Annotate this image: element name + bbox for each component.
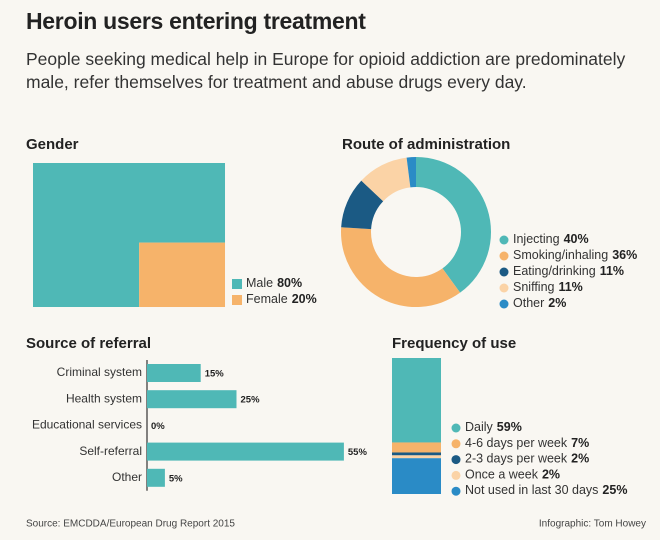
legend-swatch	[499, 283, 509, 293]
legend-value: 11%	[600, 264, 624, 278]
legend-label: Eating/drinking	[513, 264, 596, 278]
legend-value: 25%	[602, 483, 627, 497]
donut-segment	[341, 227, 461, 307]
category-label: Other	[112, 470, 142, 484]
legend-entry: Eating/drinking 11%	[513, 264, 624, 278]
value-label: 0%	[151, 421, 165, 432]
source: Source: EMCDDA/European Drug Report 2015	[26, 519, 235, 530]
panel-title: Gender	[26, 136, 79, 153]
legend-label: 4-6 days per week	[465, 436, 568, 450]
legend-swatch	[499, 267, 509, 277]
legend-value: 36%	[612, 248, 637, 262]
legend-entry: Other 2%	[513, 296, 566, 310]
legend-swatch	[451, 439, 461, 449]
area-block	[139, 242, 226, 308]
legend-swatch	[451, 455, 461, 465]
legend-entry: Daily 59%	[465, 420, 522, 434]
legend-value: 11%	[558, 280, 582, 294]
legend-swatch	[232, 295, 243, 305]
legend-label: Daily	[465, 420, 494, 434]
legend-swatch	[451, 423, 461, 433]
panel-title: Frequency of use	[392, 335, 516, 352]
legend-value: 20%	[292, 292, 317, 306]
category-label: Educational services	[32, 418, 142, 432]
legend-label: Female	[246, 292, 288, 306]
legend-entry: Not used in last 30 days 25%	[465, 483, 627, 497]
bar	[147, 442, 344, 461]
donut-segment	[416, 157, 491, 293]
legend-value: 7%	[571, 436, 589, 450]
column-segment	[392, 452, 441, 456]
legend-entry: 2-3 days per week 2%	[465, 452, 589, 466]
legend-swatch	[232, 279, 243, 289]
legend-label: Sniffing	[513, 280, 555, 294]
value-label: 25%	[241, 395, 261, 406]
legend-value: 2%	[542, 468, 560, 482]
category-label: Health system	[66, 391, 142, 405]
legend-label: Other	[513, 296, 544, 310]
donut-segment	[406, 157, 416, 188]
area-block	[33, 163, 226, 308]
subtitle: People seeking medical help in Europe fo…	[26, 49, 626, 92]
value-label: 55%	[348, 447, 368, 458]
legend-swatch	[499, 251, 509, 261]
legend-entry: Female 20%	[246, 292, 317, 306]
bar	[147, 364, 201, 382]
title: Heroin users entering treatment	[26, 8, 366, 34]
column-segment	[392, 458, 441, 494]
legend-entry: Once a week 2%	[465, 468, 560, 482]
legend-label: Male	[246, 276, 273, 290]
legend-label: Not used in last 30 days	[465, 483, 598, 497]
column-segment	[392, 455, 441, 459]
legend-value: 2%	[548, 296, 566, 310]
legend-swatch	[499, 299, 509, 309]
value-label: 15%	[205, 369, 225, 380]
legend-label: Smoking/inhaling	[513, 248, 608, 262]
legend-label: Injecting	[513, 232, 560, 246]
panel-title: Source of referral	[26, 335, 151, 352]
value-label: 5%	[169, 473, 183, 484]
category-label: Criminal system	[57, 365, 142, 379]
legend-swatch	[499, 235, 509, 245]
legend-entry: Male 80%	[246, 276, 302, 290]
legend-value: 80%	[277, 276, 302, 290]
legend-label: 2-3 days per week	[465, 452, 568, 466]
bar	[147, 468, 165, 487]
donut-segment	[341, 180, 384, 230]
legend-entry: Sniffing 11%	[513, 280, 583, 294]
legend-value: 2%	[571, 452, 589, 466]
donut-segment	[361, 157, 411, 202]
column-segment	[392, 358, 441, 443]
legend-value: 59%	[497, 420, 522, 434]
column-segment	[392, 442, 441, 453]
legend-swatch	[451, 486, 461, 496]
legend-entry: Injecting 40%	[513, 232, 589, 246]
legend-value: 40%	[564, 232, 589, 246]
panel-title: Route of administration	[342, 136, 510, 153]
legend-entry: 4-6 days per week 7%	[465, 436, 589, 450]
legend-label: Once a week	[465, 468, 539, 482]
category-label: Self-referral	[79, 444, 142, 458]
credit: Infographic: Tom Howey	[539, 519, 646, 530]
bar	[147, 390, 237, 409]
legend-entry: Smoking/inhaling 36%	[513, 248, 637, 262]
legend-swatch	[451, 470, 461, 480]
